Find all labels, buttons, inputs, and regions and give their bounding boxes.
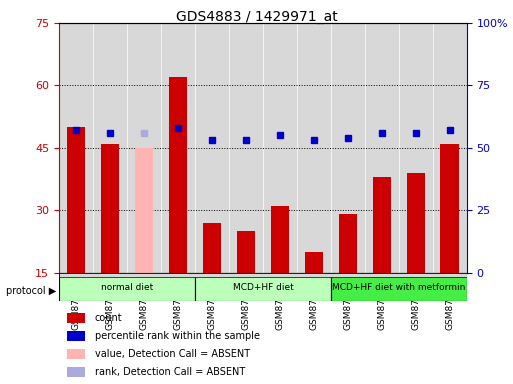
Bar: [263, 23, 297, 273]
Text: protocol ▶: protocol ▶: [6, 286, 56, 296]
Bar: [331, 23, 365, 273]
Bar: [305, 252, 323, 273]
Bar: [59, 23, 93, 273]
Bar: [399, 23, 433, 273]
Text: normal diet: normal diet: [101, 283, 153, 291]
Bar: [270, 206, 289, 273]
Bar: [433, 23, 467, 273]
Text: count: count: [95, 313, 123, 323]
Text: percentile rank within the sample: percentile rank within the sample: [95, 331, 260, 341]
Bar: [406, 173, 425, 273]
Bar: [365, 23, 399, 273]
Bar: [297, 23, 331, 273]
Text: MCD+HF diet with metformin: MCD+HF diet with metformin: [332, 283, 465, 291]
Bar: [229, 23, 263, 273]
Bar: [169, 77, 187, 273]
Text: GDS4883 / 1429971_at: GDS4883 / 1429971_at: [175, 10, 338, 23]
Bar: [339, 214, 357, 273]
Bar: [127, 23, 161, 273]
Bar: [203, 223, 221, 273]
Bar: [372, 177, 391, 273]
Bar: [195, 273, 331, 301]
Bar: [67, 331, 85, 341]
Bar: [331, 273, 467, 301]
Bar: [59, 273, 467, 277]
Bar: [59, 273, 195, 301]
Text: value, Detection Call = ABSENT: value, Detection Call = ABSENT: [95, 349, 250, 359]
Bar: [134, 148, 153, 273]
Bar: [236, 231, 255, 273]
Bar: [67, 349, 85, 359]
Text: rank, Detection Call = ABSENT: rank, Detection Call = ABSENT: [95, 367, 245, 377]
Bar: [101, 144, 120, 273]
Bar: [441, 144, 459, 273]
Bar: [161, 23, 195, 273]
Bar: [67, 127, 85, 273]
Text: MCD+HF diet: MCD+HF diet: [232, 283, 293, 291]
Bar: [93, 23, 127, 273]
Bar: [67, 367, 85, 377]
Bar: [67, 313, 85, 323]
Bar: [195, 23, 229, 273]
